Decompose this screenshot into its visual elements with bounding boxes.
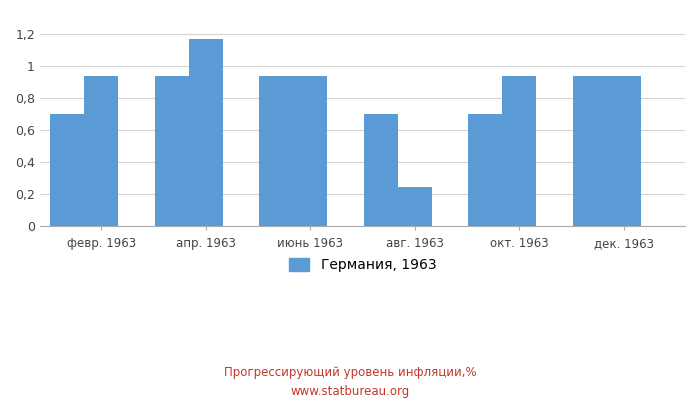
Bar <box>84 76 118 226</box>
Bar <box>155 76 189 226</box>
Bar <box>189 39 223 226</box>
Text: Прогрессирующий уровень инфляции,%
www.statbureau.org: Прогрессирующий уровень инфляции,% www.s… <box>224 366 476 398</box>
Bar <box>50 114 84 226</box>
Bar <box>502 76 536 226</box>
Bar <box>573 76 607 226</box>
Legend: Германия, 1963: Германия, 1963 <box>283 253 442 278</box>
Bar <box>293 76 327 226</box>
Bar <box>259 76 293 226</box>
Bar <box>398 187 432 226</box>
Bar <box>607 76 640 226</box>
Bar <box>363 114 398 226</box>
Bar <box>468 114 502 226</box>
